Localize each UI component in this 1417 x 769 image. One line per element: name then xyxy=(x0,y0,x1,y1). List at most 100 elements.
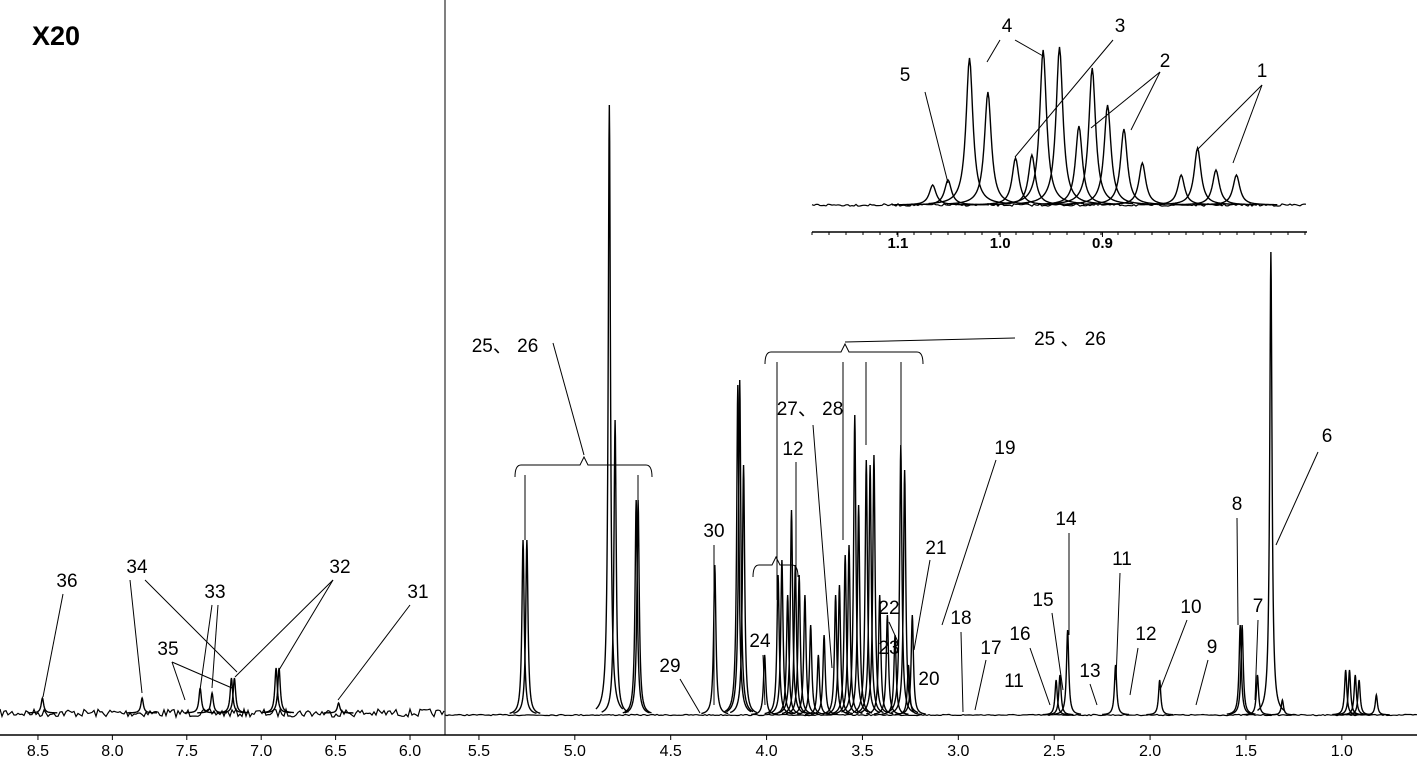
peak xyxy=(1066,104,1149,205)
leader-line xyxy=(1051,612,1064,691)
peak-label: 3 xyxy=(1115,16,1126,37)
peak xyxy=(1046,674,1074,716)
peak xyxy=(701,564,729,715)
peak-label: 7 xyxy=(1253,596,1264,617)
peak-label: 23 xyxy=(878,638,899,659)
peak-label: 34 xyxy=(126,557,148,578)
leader-line xyxy=(1159,619,1188,691)
peak-label: 31 xyxy=(407,582,428,603)
peak xyxy=(513,539,541,714)
peak xyxy=(264,667,294,714)
x-tick-label: 2.0 xyxy=(1139,743,1161,760)
peak xyxy=(601,419,629,713)
leader-line xyxy=(960,631,964,713)
peak-label: 18 xyxy=(950,608,971,629)
peak xyxy=(1362,692,1390,716)
peak xyxy=(595,104,624,710)
peak xyxy=(219,677,250,714)
peak-label: 32 xyxy=(329,557,350,578)
leader-line xyxy=(234,579,334,678)
peak xyxy=(1257,251,1285,711)
peak xyxy=(777,509,806,714)
leader-line xyxy=(924,91,949,184)
peak-label: 30 xyxy=(703,521,724,542)
leader-line xyxy=(1196,84,1263,151)
peak xyxy=(928,57,1011,205)
peak xyxy=(852,459,880,714)
x-tick-label: 1.0 xyxy=(1331,743,1353,760)
leader-line xyxy=(1014,39,1044,57)
leader-line xyxy=(552,342,585,456)
x-tick-label: 5.5 xyxy=(468,743,490,760)
peak xyxy=(1054,629,1082,715)
peak xyxy=(898,614,926,715)
peak xyxy=(1140,173,1223,206)
leader-line xyxy=(199,604,213,691)
peak xyxy=(622,499,650,714)
peak-label: 17 xyxy=(980,638,1001,659)
x-tick-label: 4.0 xyxy=(755,743,777,760)
leader-line xyxy=(1129,647,1139,696)
peak xyxy=(1175,168,1257,206)
peak-label: 13 xyxy=(1079,661,1100,682)
peak xyxy=(873,614,901,715)
peak-label: 11 xyxy=(1004,671,1024,692)
x-tick-label: 3.5 xyxy=(851,743,873,760)
peak xyxy=(1243,674,1271,716)
leader-line xyxy=(1090,71,1161,129)
peak-label: 36 xyxy=(56,571,77,592)
leader-line xyxy=(144,579,238,673)
peak-label: 11 xyxy=(1112,549,1132,570)
x-tick-label: 0.9 xyxy=(1092,235,1113,252)
baseline xyxy=(444,713,1417,717)
peak-label: 6 xyxy=(1322,426,1333,447)
x-tick-label: 6.0 xyxy=(399,743,421,760)
x-tick-label: 5.0 xyxy=(564,743,586,760)
peak xyxy=(860,454,888,714)
peak xyxy=(1082,128,1165,205)
leader-line xyxy=(762,654,766,706)
peak xyxy=(1051,67,1134,205)
leader-line xyxy=(1089,683,1098,706)
peak-label: 5 xyxy=(900,65,911,86)
peak-label: 20 xyxy=(918,669,939,690)
bracket xyxy=(764,342,924,365)
peak xyxy=(1102,664,1130,716)
peak xyxy=(1156,145,1239,206)
peak xyxy=(791,594,819,715)
peak-label: 25、 26 xyxy=(472,336,539,357)
leader-line xyxy=(129,579,143,694)
peak xyxy=(890,469,919,714)
peak xyxy=(785,574,813,715)
peak-label: 8 xyxy=(1232,494,1243,515)
leader-line xyxy=(1029,647,1051,706)
leader-line xyxy=(1232,84,1263,164)
peak-label: 21 xyxy=(925,538,946,559)
peak-label: 4 xyxy=(1002,16,1013,37)
x-tick-label: 1.0 xyxy=(990,235,1011,252)
x-tick-label: 2.5 xyxy=(1043,743,1065,760)
leader-line xyxy=(1130,71,1161,131)
leader-line xyxy=(1254,619,1259,701)
baseline xyxy=(0,706,445,720)
peak xyxy=(768,559,796,715)
peak-label: 1 xyxy=(1257,61,1268,82)
peak-label: 19 xyxy=(994,438,1015,459)
peak xyxy=(729,464,758,714)
peak-label: 33 xyxy=(204,582,225,603)
leader-line xyxy=(812,424,833,669)
peak xyxy=(797,624,825,715)
peak-label: 15 xyxy=(1032,590,1053,611)
leader-line xyxy=(941,459,997,626)
peak-label: 16 xyxy=(1009,624,1030,645)
peak xyxy=(1195,173,1278,206)
leader-line xyxy=(1195,659,1209,706)
x-tick-label: 4.5 xyxy=(660,743,682,760)
peak-label: 2 xyxy=(1160,51,1171,72)
leader-line xyxy=(171,661,186,701)
peak-label: 25 、 26 xyxy=(1034,329,1106,350)
x-tick-label: 7.5 xyxy=(176,743,198,760)
leader-line xyxy=(844,337,1016,343)
leader-line xyxy=(278,579,334,671)
peak xyxy=(856,464,884,714)
